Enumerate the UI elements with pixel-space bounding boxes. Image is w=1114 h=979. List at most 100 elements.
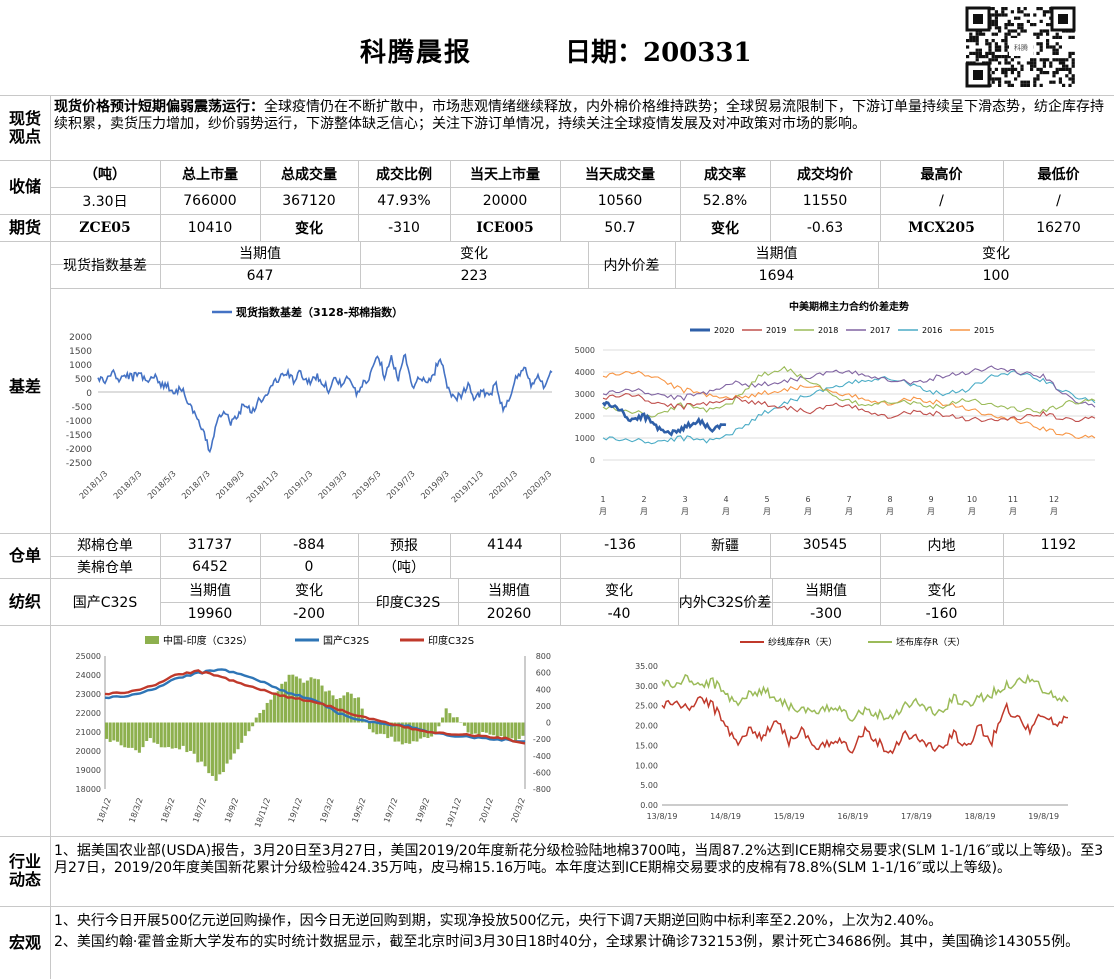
qr-finder [965,6,991,32]
legend-label: 2019 [766,326,786,335]
y-tick-label: -1500 [66,431,92,441]
bar [367,722,372,730]
macro-line-1: 1、央行今日开展500亿元逆回购操作，因今日无逆回购到期，实现净投放500亿元，… [54,913,943,929]
qr-module [988,58,992,62]
qr-module [975,35,979,39]
qr-module [1020,23,1024,27]
qr-module [1042,10,1046,14]
col-divider [878,241,879,288]
qr-module [1033,80,1037,84]
qr-module [978,55,982,59]
qr-module [1010,23,1014,27]
y-tick-label: 20.00 [635,722,658,731]
x-tick-label: 15/8/19 [774,812,805,821]
receipt-value-cell: / [939,192,944,209]
qr-module [1042,71,1046,75]
qr-module [994,13,998,17]
bar [167,722,171,748]
qr-module [1046,71,1050,75]
view-body: 全球疫情仍在不断扩散中，市场悲观情绪继续释放，内外棉价格维持跌势；全球贸易流限制… [54,99,1104,132]
qr-module [1014,67,1018,71]
qr-module [1036,74,1040,78]
view-paragraph: 现货价格预计短期偏弱震荡运行：全球疫情仍在不断扩散中，市场悲观情绪继续释放，内外… [54,99,1110,133]
x-tick-label: 19/11/2 [444,797,463,829]
bar [426,722,430,739]
qr-module [1055,42,1059,46]
qr-module [1010,83,1014,87]
qr-module [1039,32,1043,36]
section-receipt-label: 收储 [8,177,41,196]
qr-module [988,42,992,46]
spread-cur-header: 当期值 [755,245,798,262]
receipt-value-cell: 47.93% [377,192,431,209]
bar [210,722,214,776]
qr-module [1014,55,1018,59]
qr-module [1014,16,1018,20]
qr-module [1039,29,1043,33]
receipt-header-cell: 总上市量 [182,166,238,183]
qr-module [1036,67,1040,71]
qr-module [994,48,998,52]
col-divider [160,578,161,625]
qr-module [1004,35,1008,39]
bar [170,722,174,749]
y2-tick-label: -600 [533,768,551,777]
y-tick-label: 25.00 [635,702,658,711]
qr-module [998,80,1002,84]
qr-module [978,51,982,55]
qr-module [1058,61,1062,65]
qr-module [1071,80,1075,84]
col-divider [160,241,161,288]
bar [393,722,397,742]
bar [254,717,258,723]
bar [408,722,412,744]
qr-module [975,32,979,36]
col-divider [680,533,681,578]
y-tick-label: 0 [590,456,595,465]
qr-module [1014,77,1018,81]
basis-spot-label: 现货指数基差 [63,257,147,274]
bar [145,722,149,742]
section-industry-label: 行业 动态 [8,852,41,889]
receipt-header-cell: 当天上市量 [470,166,540,183]
qr-module [1001,7,1005,11]
qr-module [1058,35,1062,39]
qr-module [1068,35,1072,39]
qr-module [1020,64,1024,68]
qr-finder-center [973,70,983,80]
x-tick-label: 2019/3/3 [317,469,349,501]
spread-cur-value: 1694 [758,268,795,284]
y-tick-label: 20000 [76,747,101,756]
inner-outer-spread-label: 内外价差 [603,257,660,274]
col-divider [588,241,589,288]
qr-module [994,42,998,46]
qr-module [985,55,989,59]
qr-module [1007,67,1011,71]
qr-module [998,77,1002,81]
col-divider [880,160,881,241]
col-divider [260,160,261,241]
qr-module [991,39,995,43]
col-divider [680,160,681,241]
receipt-header-cell: 总成交量 [281,166,337,183]
x-tick-label: 月 [1009,507,1017,516]
x-tick-label: 2018/9/3 [214,469,246,501]
receipt-header-cell: 最高价 [920,166,963,183]
qr-module [985,39,989,43]
qr-module [991,32,995,36]
y-tick-label: 4000 [575,368,595,377]
qr-module [1017,32,1021,36]
legend-label: 印度C32S [428,634,474,647]
bar [115,722,120,742]
col-divider [1003,160,1004,241]
bar [141,722,145,748]
row-divider [160,602,1114,603]
col-divider [358,533,359,578]
section-warehouse-label: 仓单 [8,545,41,565]
bar [185,722,189,753]
legend-label: 现货指数基差（3128-郑棉指数） [236,305,403,319]
warehouse-cell: 0 [304,559,314,575]
qr-module [1017,71,1021,75]
series-line [104,668,525,743]
bar [192,722,196,754]
